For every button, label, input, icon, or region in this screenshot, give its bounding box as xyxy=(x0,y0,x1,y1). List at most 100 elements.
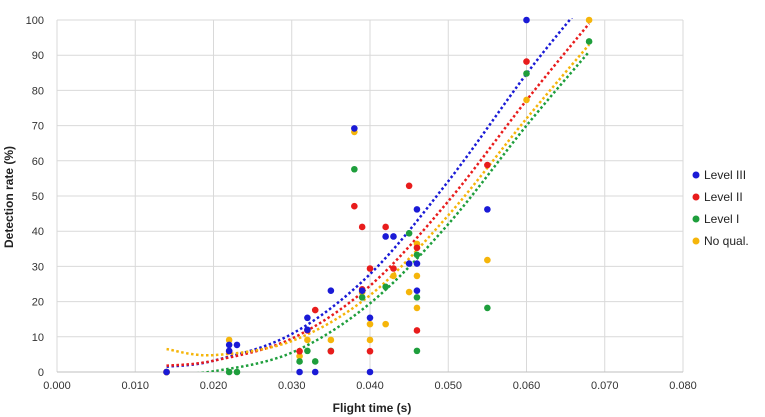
data-point xyxy=(351,202,358,210)
x-tick-label: 0.050 xyxy=(434,380,462,392)
data-point xyxy=(390,265,397,272)
data-point xyxy=(484,256,491,264)
data-point xyxy=(351,165,358,173)
data-point xyxy=(413,251,421,259)
data-point xyxy=(413,304,421,312)
data-point xyxy=(405,230,413,237)
data-point xyxy=(366,368,374,376)
x-tick-label: 0.060 xyxy=(513,380,541,392)
data-point xyxy=(163,368,170,376)
data-points xyxy=(163,16,593,376)
data-point xyxy=(523,58,530,65)
data-point xyxy=(523,70,530,77)
data-point xyxy=(366,320,374,328)
data-point xyxy=(358,223,366,231)
x-tick-label: 0.010 xyxy=(121,380,149,392)
data-point xyxy=(233,341,241,349)
data-point xyxy=(390,233,397,240)
y-tick-label: 30 xyxy=(32,261,44,273)
data-point xyxy=(327,336,335,344)
x-tick-label: 0.000 xyxy=(43,380,71,392)
x-tick-label: 0.040 xyxy=(356,380,384,392)
x-axis-title: Flight time (s) xyxy=(333,401,412,415)
data-point xyxy=(405,260,413,267)
data-point xyxy=(304,336,311,344)
data-point xyxy=(358,294,366,301)
data-point xyxy=(585,38,593,45)
data-point xyxy=(413,206,421,213)
data-point xyxy=(304,347,311,355)
data-point xyxy=(327,287,335,294)
legend-label: Level III xyxy=(704,168,746,182)
data-point xyxy=(225,368,233,376)
data-point xyxy=(311,358,319,365)
data-point xyxy=(366,336,374,344)
legend-label: Level II xyxy=(704,190,743,204)
data-point xyxy=(413,347,421,355)
data-point xyxy=(358,287,366,294)
y-tick-label: 40 xyxy=(32,226,44,238)
data-point xyxy=(405,182,413,190)
data-point xyxy=(225,341,233,349)
y-axis: 0 10 20 30 40 50 60 70 80 90 100 xyxy=(26,15,44,379)
legend-label: Level I xyxy=(704,212,739,226)
y-tick-label: 0 xyxy=(38,367,44,379)
trend-line-3 xyxy=(166,43,591,357)
data-point xyxy=(296,352,303,360)
data-point xyxy=(366,265,374,272)
data-point xyxy=(304,314,311,322)
data-point xyxy=(296,368,303,376)
y-tick-label: 10 xyxy=(32,332,44,344)
data-point xyxy=(351,125,358,132)
data-point xyxy=(225,336,233,344)
data-point xyxy=(382,320,389,328)
data-point xyxy=(413,287,421,294)
legend-label: No qual. xyxy=(704,234,749,248)
data-point xyxy=(413,260,421,267)
data-point xyxy=(296,347,303,355)
data-point xyxy=(382,223,389,231)
data-point xyxy=(484,206,491,213)
data-point xyxy=(304,326,311,334)
legend-marker xyxy=(692,171,700,179)
legend: Level III Level II Level I No qual. xyxy=(692,168,749,248)
x-axis: 0.000 0.010 0.020 0.030 0.040 0.050 0.060 0.070… xyxy=(43,371,697,392)
data-point xyxy=(296,358,303,365)
data-point xyxy=(413,244,421,252)
y-tick-label: 20 xyxy=(32,297,44,309)
legend-marker xyxy=(692,193,700,201)
data-point xyxy=(366,347,374,355)
data-point xyxy=(233,368,241,376)
data-point xyxy=(382,283,389,291)
x-tick-label: 0.070 xyxy=(591,380,619,392)
y-axis-title: Detection rate (%) xyxy=(2,146,16,248)
data-point xyxy=(413,294,421,301)
data-point xyxy=(484,161,491,169)
y-tick-label: 50 xyxy=(32,191,44,203)
data-point xyxy=(311,306,319,314)
data-point xyxy=(225,347,233,355)
x-tick-label: 0.030 xyxy=(278,380,306,392)
data-point xyxy=(366,314,374,322)
data-point xyxy=(484,304,491,312)
y-tick-label: 80 xyxy=(32,85,44,97)
legend-marker xyxy=(692,215,700,223)
legend-marker xyxy=(692,237,700,245)
data-point xyxy=(413,327,421,334)
data-point xyxy=(585,16,593,24)
data-point xyxy=(413,272,421,280)
y-tick-label: 60 xyxy=(32,156,44,168)
y-tick-label: 90 xyxy=(32,50,44,62)
y-tick-label: 100 xyxy=(26,15,44,27)
trend-line-0 xyxy=(166,18,573,368)
data-point xyxy=(390,272,397,280)
data-point xyxy=(523,16,530,24)
data-point xyxy=(523,96,530,104)
y-tick-label: 70 xyxy=(32,121,44,133)
data-point xyxy=(311,368,319,376)
x-tick-label: 0.080 xyxy=(669,380,697,392)
data-point xyxy=(405,288,413,296)
data-point xyxy=(327,347,335,355)
x-tick-label: 0.020 xyxy=(200,380,228,392)
